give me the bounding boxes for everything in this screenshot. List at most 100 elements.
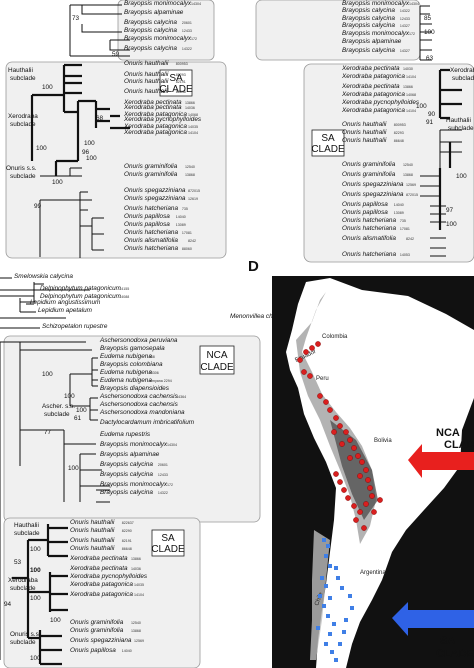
- sa-point: [322, 604, 326, 608]
- support-bl-4: 100: [68, 465, 79, 472]
- nca-point: [327, 407, 333, 413]
- sa-point: [350, 606, 354, 610]
- taxon-label: Onuris graminifolia: [70, 627, 124, 634]
- tree-top-right-backbone: [438, 68, 462, 230]
- map-land: [286, 278, 474, 668]
- taxon-label: Brayopsis calycina: [100, 489, 153, 496]
- sa-box-top-left: [5, 61, 227, 259]
- taxon-label: Onuris papillosa: [124, 213, 170, 220]
- taxon-label: Brayopsis monimocalyx: [342, 30, 410, 37]
- taxon-label: Xerodraba patagonica: [123, 123, 187, 130]
- taxon-label: Onuris graminifolia: [124, 163, 178, 170]
- taxon-label: Onuris graminifolia: [70, 619, 124, 626]
- voucher-label: 12540: [185, 165, 195, 169]
- support-tl-2: 59: [112, 51, 120, 58]
- support-tl-9: 99: [34, 203, 42, 210]
- taxon-label: Dactylocardamum imbricatifolium: [100, 419, 195, 426]
- outgroup-label: Delpinophytum patagonicum: [40, 285, 122, 292]
- support-tl-1: 100: [42, 84, 53, 91]
- voucher-label: 14040: [122, 649, 132, 653]
- taxon-label: Onuris hatcheriana: [342, 225, 396, 232]
- taxon-label: Xerodraba patagonica: [69, 581, 133, 588]
- support-tl-0: 73: [72, 15, 80, 22]
- support-tr-8: 100: [446, 221, 457, 228]
- sa-point: [324, 554, 328, 558]
- sa-point: [322, 538, 326, 542]
- support-tl-4: 100: [84, 140, 95, 147]
- taxon-label: Onuris hauthalii: [70, 519, 115, 526]
- voucher-label: 12540: [403, 163, 413, 167]
- taxon-label: Brayopsis monimocalyx: [342, 0, 410, 7]
- voucher-label: 12433: [158, 473, 168, 477]
- voucher-label: 14322: [400, 9, 410, 13]
- taxon-label: Onuris hauthalii: [70, 527, 115, 534]
- taxon-label: Eudema nubigena: [100, 377, 152, 384]
- onuris-ss-subclade-label-tl-2: subclade: [10, 173, 36, 180]
- taxon-label: Onuris hauthalii: [124, 71, 169, 78]
- support-tl-7: 68: [96, 115, 104, 122]
- xerodraba-subclade-label-tl-2: subclade: [10, 121, 36, 128]
- ascher-subclade-label-2: subclade: [44, 411, 70, 418]
- voucher-label: 13866: [131, 557, 141, 561]
- support-tr-7: 97: [446, 207, 454, 214]
- hauthalii-subclade-label-tl-2: subclade: [10, 75, 36, 82]
- taxon-label: Brayopsis gamosepala: [100, 345, 165, 352]
- taxon-label: Onuris spegazziniana: [342, 191, 404, 198]
- taxon-label: Brayopsis calycina: [342, 15, 395, 22]
- nca-clade-label-box: [199, 345, 235, 375]
- sa-point: [324, 584, 328, 588]
- voucher-label: 82191: [176, 80, 186, 84]
- voucher-label: 17081: [400, 227, 410, 231]
- voucher-label: 14304: [167, 443, 177, 447]
- taxon-label: Onuris hauthalii: [124, 78, 169, 85]
- country-label-0: Colombia: [322, 334, 348, 340]
- voucher-label: 12569: [134, 639, 144, 643]
- panel-letter-d: D: [248, 258, 259, 275]
- taxon-label: Xerodraba pycnophylloides: [123, 116, 202, 123]
- nca-point: [301, 369, 307, 375]
- country-label-4: Argentina: [360, 570, 386, 576]
- voucher-label: 13089: [176, 223, 186, 227]
- sa-point: [332, 622, 336, 626]
- taxon-label: Eudema nubigena: [100, 353, 152, 360]
- voucher-label: 14322: [158, 491, 168, 495]
- nca-arrow: [408, 444, 474, 478]
- nca-point: [377, 497, 383, 503]
- voucher-label: 82293: [176, 73, 186, 77]
- onuris-ss-subclade-label-bl: Onuris s.s.: [10, 631, 41, 638]
- sa-point: [336, 576, 340, 580]
- nca-point: [337, 423, 343, 429]
- sa-point: [328, 564, 332, 568]
- onuris-ss-subclade-label-bl-2: subclade: [10, 639, 36, 646]
- nca-point: [315, 341, 321, 347]
- outgroup-label: Schizopetalon rupestre: [42, 323, 108, 330]
- outgroup-label: Lepidium angustissimum: [30, 299, 101, 306]
- voucher-label: 86648: [122, 547, 132, 551]
- tree-top-right-nca-branches: [419, 5, 432, 61]
- voucher-label: 14035: [188, 125, 198, 129]
- voucher-label: 8242: [188, 239, 196, 243]
- voucher-label: 14155: [119, 287, 129, 291]
- outgroup-label: Smelowskia calycina: [14, 273, 73, 280]
- nca-point: [297, 357, 303, 363]
- nca-point: [341, 487, 347, 493]
- tree-top-right-onuris-branches: [420, 129, 462, 257]
- taxon-label: Onuris graminifolia: [342, 171, 396, 178]
- nca-map-label-2: CLADE: [444, 439, 474, 451]
- sa-point: [318, 594, 322, 598]
- xerodraba-subclade-label-tr: Xerodraba: [450, 67, 474, 74]
- support-bl-0: 100: [42, 371, 53, 378]
- taxon-label: Onuris hatcheriana: [124, 229, 178, 236]
- taxon-label: Aschersonodoxa peruviana: [99, 337, 178, 344]
- sa-clade-label-bl-line2: CLADE: [151, 544, 185, 555]
- sa-point: [316, 626, 320, 630]
- voucher-label: 20601: [158, 463, 168, 467]
- voucher-label: 14304: [191, 2, 201, 6]
- taxon-label: Onuris hatcheriana: [342, 217, 396, 224]
- taxon-label: Brayopsis calycina: [124, 19, 177, 26]
- voucher-label: 14304: [409, 2, 419, 6]
- taxon-label: Onuris hatcheriana: [124, 245, 178, 252]
- voucher-label: 14327: [400, 24, 410, 28]
- sa-point: [324, 642, 328, 646]
- tree-bottom-left-taxa: Smelowskia calycina Delpinophytum patagon…: [14, 273, 291, 654]
